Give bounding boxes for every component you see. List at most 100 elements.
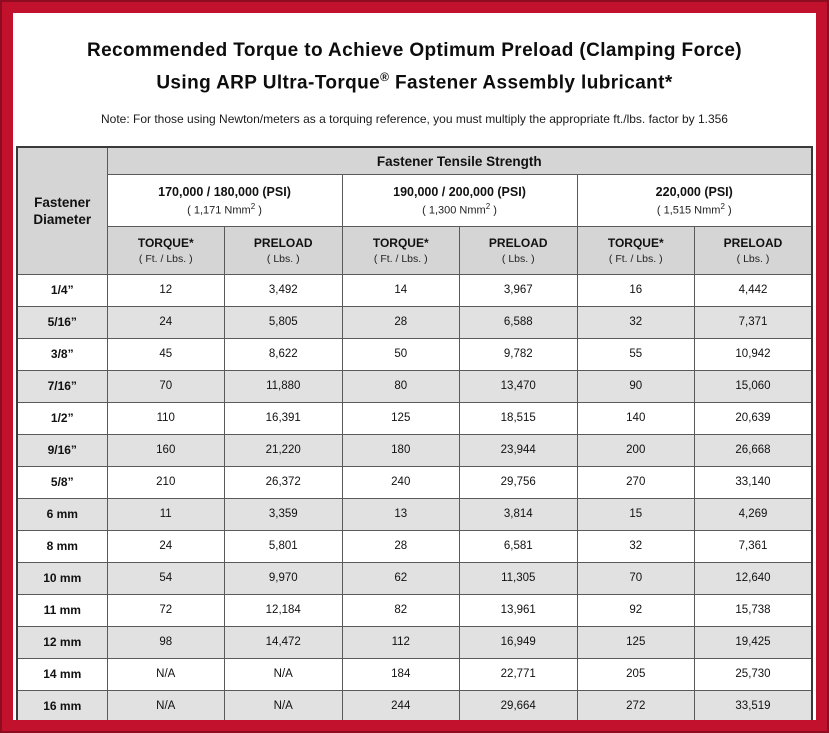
nmm-superscript: 2 bbox=[250, 201, 256, 211]
measure-unit: ( Ft. / Lbs. ) bbox=[138, 252, 193, 265]
table-row: 1/4” 12 3,492 14 3,967 16 4,442 bbox=[16, 273, 813, 307]
table-cell: 32 bbox=[576, 529, 695, 563]
table-cell: N/A bbox=[224, 689, 343, 720]
torque-table: Fastener Diameter Fastener Tensile Stren… bbox=[16, 146, 813, 720]
table-row: 8 mm 24 5,801 28 6,581 32 7,361 bbox=[16, 529, 813, 563]
measure-unit: ( Ft. / Lbs. ) bbox=[373, 252, 428, 265]
table-cell: 4,269 bbox=[694, 497, 813, 531]
table-cell: 3,492 bbox=[224, 273, 343, 307]
table-row: 6 mm 11 3,359 13 3,814 15 4,269 bbox=[16, 497, 813, 531]
psi-label: 170,000 / 180,000 (PSI) bbox=[158, 184, 291, 199]
table-cell: 180 bbox=[341, 433, 460, 467]
table-cell: 26,372 bbox=[224, 465, 343, 499]
row-header-diameter: 11 mm bbox=[16, 593, 108, 627]
page-title-line1: Recommended Torque to Achieve Optimum Pr… bbox=[86, 40, 743, 61]
strength-group-220: 220,000 (PSI) ( 1,515 Nmm2 ) bbox=[576, 173, 813, 227]
table-cell: 270 bbox=[576, 465, 695, 499]
table-cell: 24 bbox=[106, 305, 225, 339]
measure-label: TORQUE* bbox=[372, 235, 429, 250]
title-line2-post: Fastener Assembly lubricant* bbox=[389, 72, 673, 94]
row-header-diameter: 6 mm bbox=[16, 497, 108, 531]
table-cell: 184 bbox=[341, 657, 460, 691]
table-cell: 29,756 bbox=[459, 465, 578, 499]
table-cell: 110 bbox=[106, 401, 225, 435]
row-header-diameter: 5/16” bbox=[16, 305, 108, 339]
nmm-text: ( 1,300 Nmm bbox=[422, 204, 486, 217]
table-cell: 12 bbox=[106, 273, 225, 307]
table-row: 1/2” 110 16,391 125 18,515 140 20,639 bbox=[16, 401, 813, 435]
registered-trademark-symbol: ® bbox=[380, 70, 390, 84]
table-cell: 18,515 bbox=[459, 401, 578, 435]
measure-label: TORQUE* bbox=[607, 235, 664, 250]
nmm-text-close: ) bbox=[490, 204, 497, 217]
table-cell: 21,220 bbox=[224, 433, 343, 467]
row-header-diameter: 7/16” bbox=[16, 369, 108, 403]
table-cell: 15,060 bbox=[694, 369, 813, 403]
row-header-diameter: 1/2” bbox=[16, 401, 108, 435]
table-cell: 4,442 bbox=[694, 273, 813, 307]
table-cell: 72 bbox=[106, 593, 225, 627]
table-cell: 98 bbox=[106, 625, 225, 659]
page: Recommended Torque to Achieve Optimum Pr… bbox=[13, 13, 816, 720]
table-row: 14 mm N/A N/A 184 22,771 205 25,730 bbox=[16, 657, 813, 691]
table-row: 7/16” 70 11,880 80 13,470 90 15,060 bbox=[16, 369, 813, 403]
table-cell: 3,814 bbox=[459, 497, 578, 531]
table-row: 10 mm 54 9,970 62 11,305 70 12,640 bbox=[16, 561, 813, 595]
table-cell: 54 bbox=[106, 561, 225, 595]
table-cell: 205 bbox=[576, 657, 695, 691]
measure-header-row: TORQUE* ( Ft. / Lbs. ) PRELOAD ( Lbs. ) … bbox=[17, 225, 813, 275]
table-cell: 12,640 bbox=[694, 561, 813, 595]
table-cell: 5,801 bbox=[224, 529, 343, 563]
table-cell: 19,425 bbox=[694, 625, 813, 659]
table-cell: 210 bbox=[106, 465, 225, 499]
table-cell: 70 bbox=[106, 369, 225, 403]
table-cell: 33,519 bbox=[694, 689, 813, 720]
table-cell: 13 bbox=[341, 497, 460, 531]
table-cell: 6,581 bbox=[459, 529, 578, 563]
table-cell: 20,639 bbox=[694, 401, 813, 435]
psi-label: 190,000 / 200,000 (PSI) bbox=[393, 184, 526, 199]
table-cell: 50 bbox=[341, 337, 460, 371]
measure-label: PRELOAD bbox=[488, 235, 548, 250]
table-cell: 13,470 bbox=[459, 369, 578, 403]
table-cell: 11,305 bbox=[459, 561, 578, 595]
table-cell: 62 bbox=[341, 561, 460, 595]
table-cell: 90 bbox=[576, 369, 695, 403]
table-cell: 28 bbox=[341, 305, 460, 339]
table-row: 11 mm 72 12,184 82 13,961 92 15,738 bbox=[16, 593, 813, 627]
table-cell: 16 bbox=[576, 273, 695, 307]
table-cell: 16,949 bbox=[459, 625, 578, 659]
measure-unit: ( Lbs. ) bbox=[266, 252, 300, 265]
nmm-superscript: 2 bbox=[720, 201, 725, 211]
table-cell: 3,967 bbox=[459, 273, 578, 307]
row-header-diameter: 16 mm bbox=[16, 689, 108, 720]
table-cell: 125 bbox=[341, 401, 460, 435]
measure-label: TORQUE* bbox=[137, 235, 194, 250]
table-cell: 7,361 bbox=[694, 529, 813, 563]
table-cell: 15 bbox=[576, 497, 695, 531]
table-cell: 272 bbox=[576, 689, 695, 720]
table-cell: 9,970 bbox=[224, 561, 343, 595]
table-cell: 26,668 bbox=[694, 433, 813, 467]
table-cell: 14 bbox=[341, 273, 460, 307]
nmm-text-close: ) bbox=[724, 204, 732, 217]
table-cell: 140 bbox=[576, 401, 695, 435]
table-cell: 14,472 bbox=[224, 625, 343, 659]
preload-column-header: PRELOAD ( Lbs. ) bbox=[459, 225, 578, 275]
table-cell: 55 bbox=[576, 337, 695, 371]
table-cell: 125 bbox=[576, 625, 695, 659]
torque-column-header: TORQUE* ( Ft. / Lbs. ) bbox=[576, 225, 695, 275]
torque-table-body: 1/4” 12 3,492 14 3,967 16 4,442 5/16” 24 5,805 28 6… bbox=[16, 273, 813, 720]
table-cell: 11 bbox=[106, 497, 225, 531]
psi-header-row: 170,000 / 180,000 (PSI) ( 1,171 Nmm2 ) 1… bbox=[17, 173, 813, 227]
strength-group-190-200: 190,000 / 200,000 (PSI) ( 1,300 Nmm2 ) bbox=[341, 173, 578, 227]
table-row: 16 mm N/A N/A 244 29,664 272 33,519 bbox=[16, 689, 813, 720]
tensile-strength-header: Fastener Tensile Strength bbox=[106, 146, 813, 175]
table-cell: 160 bbox=[106, 433, 225, 467]
table-cell: 70 bbox=[576, 561, 695, 595]
table-cell: 11,880 bbox=[224, 369, 343, 403]
table-cell: 112 bbox=[341, 625, 460, 659]
row-header-diameter: 12 mm bbox=[16, 625, 108, 659]
title-line2-pre: Using ARP Ultra-Torque bbox=[156, 72, 381, 94]
nmm-text: ( 1,171 Nmm bbox=[187, 204, 251, 217]
